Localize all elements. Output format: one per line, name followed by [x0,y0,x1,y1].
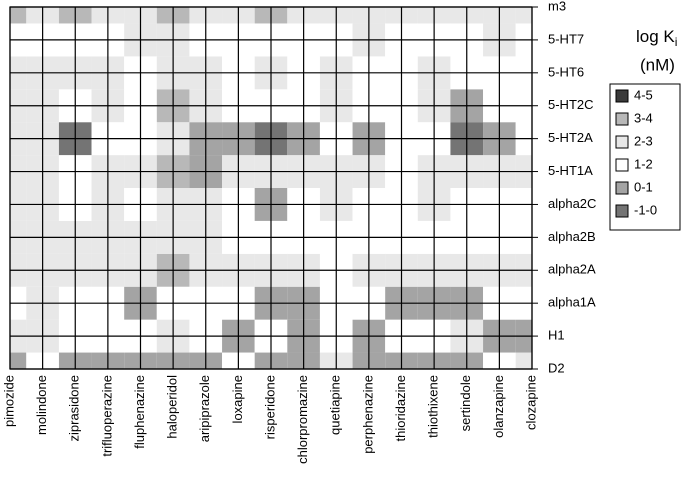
legend-unit: (nM) [640,55,675,74]
legend-label: 3-4 [634,110,653,125]
y-tick-label: 5-HT7 [548,31,584,46]
y-tick-label: D2 [548,360,565,375]
x-tick-label: olanzapine [491,375,506,438]
x-tick-label: thioridazine [393,375,408,442]
x-tick-label: risperidone [262,375,277,439]
legend-swatch [615,181,629,195]
x-tick-label: haloperidol [165,375,180,439]
x-tick-label: thiothixene [426,375,441,438]
contour-cell [10,7,27,24]
contour-cell [10,352,27,369]
x-tick-label: loxapine [230,375,245,423]
y-tick-label: 5-HT6 [548,64,584,79]
x-tick-label: aripiprazole [197,375,212,442]
contour-cell [515,7,532,24]
x-tick-label: clozapine [523,375,538,430]
y-tick-label: alpha2A [548,262,596,277]
legend-swatch [615,135,629,149]
legend-swatch [615,204,629,218]
y-tick-label: alpha1A [548,295,596,310]
y-tick-label: 5-HT2A [548,130,593,145]
x-tick-label: quetiapine [328,375,343,435]
x-tick-label: pimozide [1,375,16,427]
x-tick-label: sertindole [458,375,473,431]
y-tick-label: H1 [548,328,565,343]
y-tick-label: 5-HT1A [548,163,593,178]
legend-label: 2-3 [634,133,653,148]
x-tick-label: molindone [34,375,49,435]
y-tick-label: m3 [548,0,566,13]
contour-cell [515,352,532,369]
x-tick-label: perphenazine [360,375,375,454]
x-tick-label: chlorpromazine [295,375,310,464]
x-tick-label: fluphenazine [132,375,147,449]
y-tick-label: alpha2C [548,196,596,211]
y-tick-label: 5-HT2C [548,97,594,112]
legend-label: 4-5 [634,87,653,102]
plot-frame [9,6,533,370]
y-tick-label: alpha2B [548,229,596,244]
x-tick-label: trifluoperazine [99,375,114,457]
legend-swatch [615,112,629,126]
x-tick-label: ziprasidone [67,375,82,442]
legend-label: -1-0 [634,202,657,217]
legend-label: 1-2 [634,156,653,171]
legend-swatch [615,158,629,172]
legend-label: 0-1 [634,179,653,194]
legend-title: log Ki [636,27,677,49]
legend-swatch [615,89,629,103]
